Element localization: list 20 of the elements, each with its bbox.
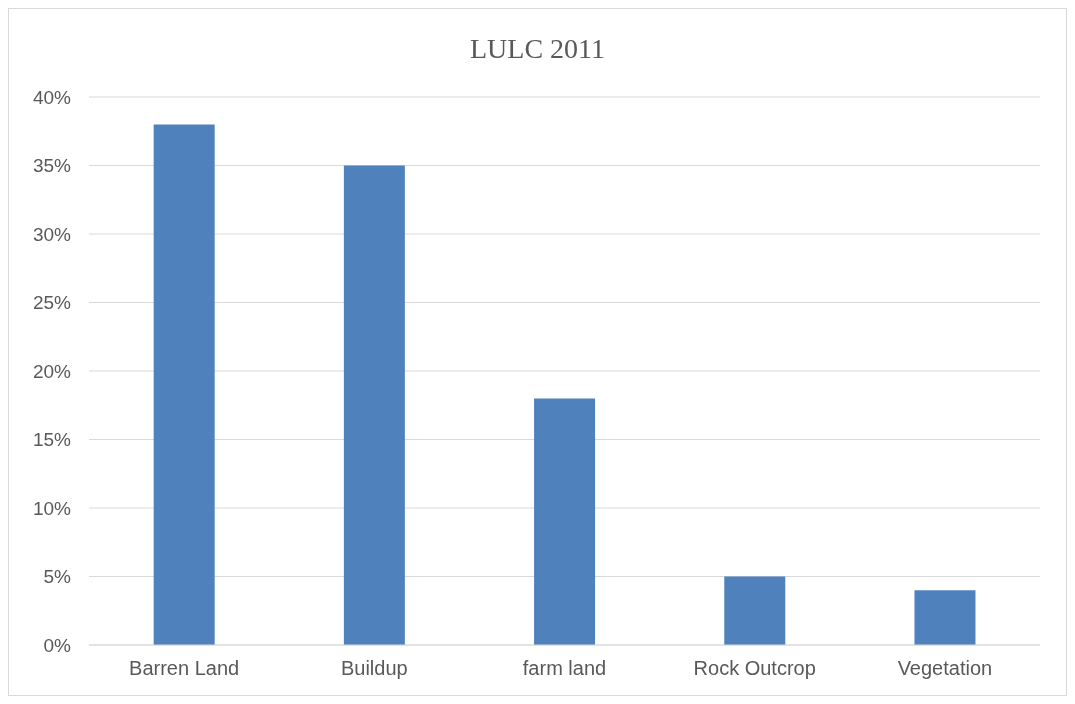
bar [153,124,215,645]
chart-title: LULC 2011 [468,33,607,65]
y-tick-label: 5% [43,566,72,588]
y-tick-label: 20% [32,360,72,382]
bar [343,165,405,645]
x-tick-label: Barren Land [129,657,240,680]
y-tick-label: 30% [32,223,72,245]
bar [534,398,596,645]
y-tick-label: 0% [43,634,72,656]
y-tick-label: 15% [32,429,72,451]
x-tick-label: farm land [522,657,607,680]
y-tick-label: 35% [32,155,72,177]
x-tick-label: Buildup [340,657,408,680]
bar [914,590,976,645]
y-tick-label: 25% [32,292,72,314]
x-tick-label: Vegetation [897,657,993,680]
x-tick-label: Rock Outcrop [693,657,816,680]
bar [724,576,786,645]
y-tick-label: 10% [32,497,72,519]
y-tick-label: 40% [32,86,72,108]
